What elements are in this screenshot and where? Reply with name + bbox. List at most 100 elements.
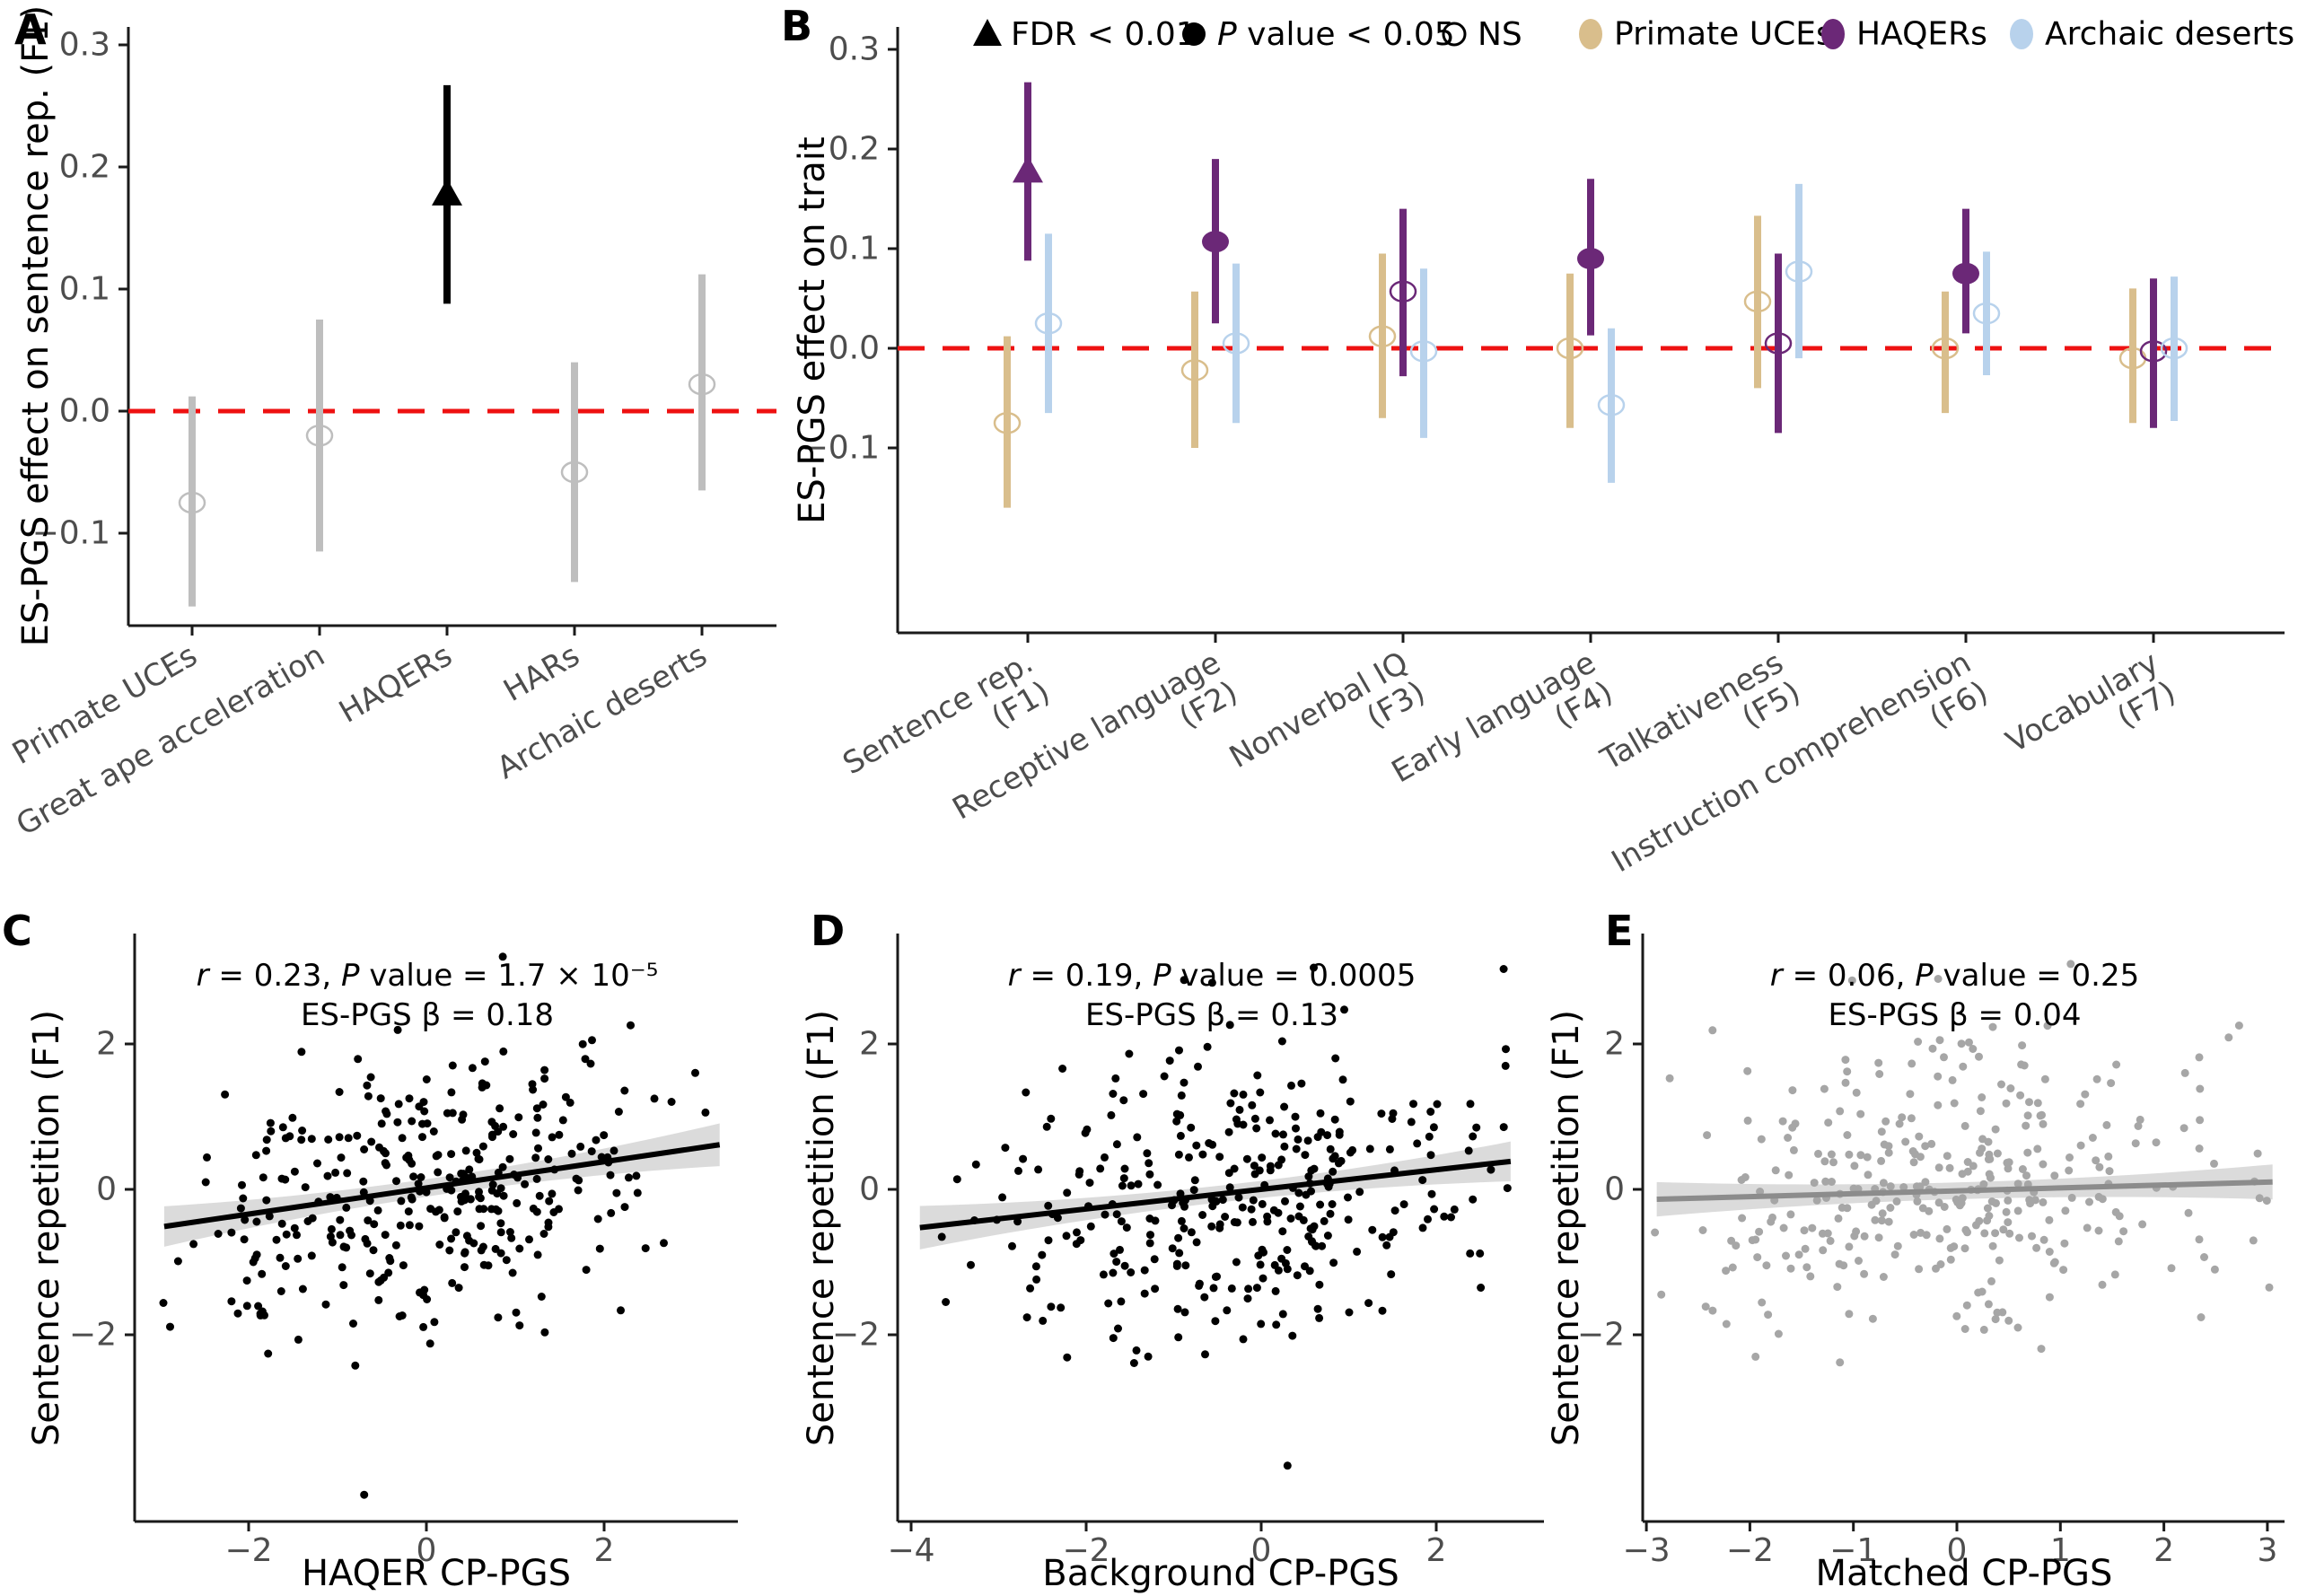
scatter-point [1233, 1119, 1242, 1128]
scatter-point [1976, 1107, 1985, 1116]
scatter-point [1034, 1165, 1043, 1174]
scatter-point [478, 1242, 487, 1251]
scatter-point [660, 1239, 668, 1248]
scatter-point [1151, 1285, 1160, 1293]
scatter-point [381, 1159, 390, 1168]
scatter-point [525, 1235, 533, 1244]
scatter-point [2253, 1149, 2262, 1158]
scatter-point [1983, 1204, 1992, 1213]
scatter-point [259, 1173, 268, 1182]
scatter-point [1192, 1141, 1201, 1150]
scatter-point [1826, 1236, 1835, 1245]
scatter-point [508, 1268, 517, 1277]
stats-annotation-line2: ES-PGS β = 0.18 [301, 997, 554, 1033]
scatter-point [1242, 1154, 1251, 1163]
ns-open-circle-marker [1972, 302, 2001, 325]
scatter-point [1355, 1188, 1364, 1197]
scatter-point [466, 1195, 475, 1204]
scatter-point [277, 1174, 286, 1183]
scatter-point [1784, 1134, 1793, 1142]
scatter-point [1127, 1181, 1136, 1190]
scatter-point [1390, 1206, 1399, 1215]
scatter-point [429, 1127, 438, 1136]
scatter-point [1928, 1044, 1937, 1053]
panel-b-letter: B [781, 2, 813, 50]
scatter-point [277, 1219, 286, 1228]
scatter-point [2045, 1293, 2054, 1302]
scatter-point [499, 1047, 508, 1056]
scatter-point [282, 1230, 291, 1239]
scatter-point [1117, 1297, 1126, 1306]
scatter-point [2195, 1235, 2204, 1244]
scatter-point [1789, 1145, 1798, 1154]
x-tick-label: 0 [1251, 1532, 1272, 1569]
panel-c-y-axis-title: Sentence repetition (F1) [26, 1009, 67, 1447]
scatter-point [240, 1235, 249, 1244]
scatter-point [558, 1116, 567, 1125]
panel-c-letter: C [2, 907, 32, 955]
scatter-point [360, 1490, 369, 1499]
scatter-point [572, 1174, 581, 1183]
scatter-point [462, 1232, 471, 1241]
scatter-point [1935, 1234, 1944, 1243]
scatter-point [2200, 1253, 2208, 1261]
scatter-point [1039, 1316, 1048, 1325]
stats-annotation-line2: ES-PGS β = 0.13 [1085, 997, 1338, 1033]
scatter-point [581, 1055, 590, 1064]
scatter-point [496, 1184, 505, 1193]
scatter-point [1950, 1099, 1959, 1108]
scatter-point [2110, 1270, 2119, 1279]
scatter-point [1277, 1155, 1286, 1164]
scatter-point [1272, 1320, 1281, 1329]
scatter-point [1031, 1262, 1040, 1271]
scatter-point [535, 1191, 544, 1200]
scatter-point [307, 1251, 316, 1260]
scatter-point [620, 1203, 629, 1212]
scatter-point [1501, 1061, 1510, 1070]
ns-open-circle-marker [2139, 340, 2168, 363]
scatter-point [1732, 1241, 1741, 1250]
scatter-point [251, 1151, 260, 1160]
scatter-point [1657, 1290, 1666, 1299]
regression-line [163, 1142, 721, 1230]
scatter-point [1907, 1114, 1916, 1123]
scatter-point [404, 1207, 413, 1216]
scatter-point [1335, 1130, 1344, 1139]
scatter-point [1180, 1224, 1188, 1232]
scatter-point [242, 1302, 251, 1311]
scatter-point [1850, 1162, 1859, 1171]
scatter-point [2249, 1236, 2258, 1245]
stats-annotation-line1: r = 0.19, P value = 0.0005 [1008, 958, 1417, 994]
scatter-point [667, 1098, 676, 1106]
scatter-point [592, 1136, 601, 1144]
scatter-point [2134, 1122, 2143, 1130]
scatter-point [1014, 1166, 1022, 1175]
scatter-point [496, 1228, 505, 1237]
scatter-point [1109, 1334, 1118, 1343]
scatter-point [1168, 1201, 1176, 1210]
scatter-point [1738, 1214, 1747, 1223]
scatter-point [1320, 1216, 1329, 1225]
scatter-point [494, 1206, 503, 1215]
scatter-point [1353, 1247, 1362, 1256]
scatter-point [1925, 1206, 1934, 1215]
scatter-point [1168, 1244, 1177, 1253]
scatter-point [1125, 1049, 1134, 1058]
scatter-point [321, 1300, 330, 1309]
scatter-point [593, 1215, 602, 1223]
scatter-point [399, 1261, 408, 1270]
scatter-point [1174, 1150, 1183, 1159]
scatter-point [1266, 1116, 1274, 1125]
scatter-point [1927, 1139, 1936, 1148]
scatter-point [1249, 1196, 1258, 1205]
scatter-point [595, 1244, 604, 1253]
scatter-point [1487, 1165, 1495, 1174]
y-tick-label: −2 [69, 1317, 117, 1354]
regression-line [1656, 1179, 2273, 1203]
scatter-point [1757, 1135, 1766, 1144]
scatter-point [1118, 1181, 1127, 1190]
scatter-point [1874, 1058, 1883, 1067]
scatter-point [1101, 1210, 1110, 1219]
scatter-point [1855, 1257, 1863, 1265]
scatter-point [361, 1234, 370, 1243]
